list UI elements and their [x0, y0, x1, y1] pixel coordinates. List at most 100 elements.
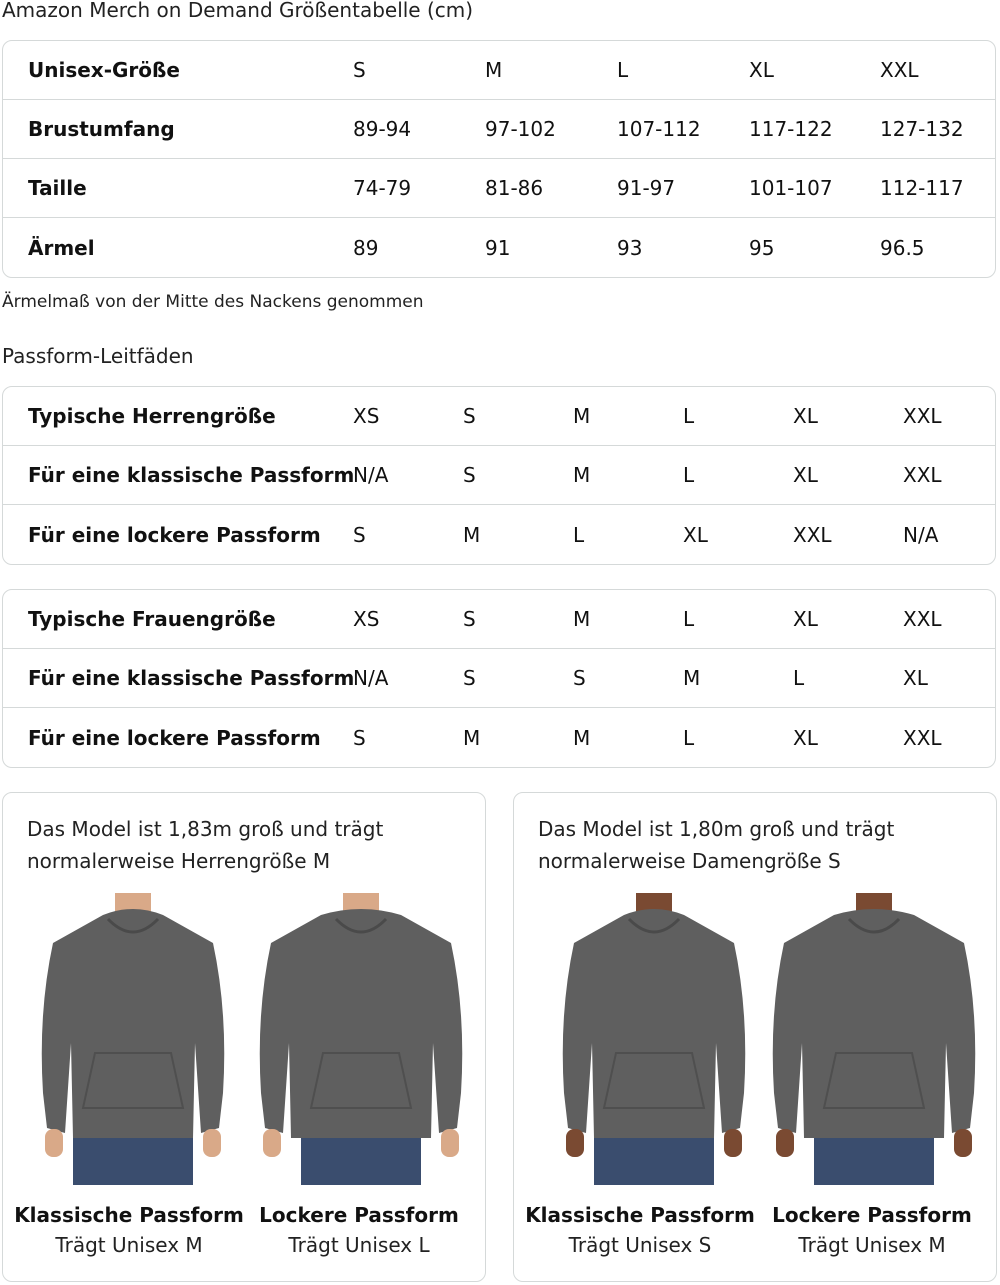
cell-value: M [573, 463, 591, 487]
cell-value: 89-94 [353, 117, 412, 141]
row-label: Typische Frauengröße [28, 607, 276, 631]
cell-value: XXL [793, 522, 832, 547]
caption-sub: Trägt Unisex L [288, 1233, 430, 1257]
cell-value: 89 [353, 235, 379, 260]
model-description: Das Model ist 1,83m groß und trägt norma… [27, 817, 384, 873]
cell-value: M [573, 404, 591, 428]
cell-value: XS [353, 404, 380, 428]
table-row: Für eine lockere Passform S M L XL XXL N/A [3, 505, 995, 564]
row-label: Für eine lockere Passform [28, 522, 321, 547]
cell-value: XL [793, 463, 818, 487]
men-fit-table: Typische Herrengröße XS S M L XL XXL Für eine k… [2, 386, 996, 565]
table-row: Ärmel 89 91 93 95 96.5 [3, 218, 995, 277]
table-row: Für eine lockere Passform S M M L XL XXL [3, 708, 995, 767]
cell-value: L [683, 725, 695, 750]
cell-value: 117-122 [749, 117, 833, 141]
cell-value: XXL [903, 404, 942, 428]
caption: Klassische Passform Trägt Unisex S [520, 1203, 760, 1257]
caption-sub: Trägt Unisex M [798, 1233, 946, 1257]
hoodie-photo-men-classic [23, 893, 243, 1185]
caption: Klassische Passform Trägt Unisex M [9, 1203, 249, 1257]
cell-value: S [573, 666, 586, 690]
hoodie-photo-women-classic [544, 893, 764, 1185]
row-label: Für eine klassische Passform [28, 666, 355, 690]
cell-value: 107-112 [617, 117, 701, 141]
women-fit-table: Typische Frauengröße XS S M L XL XXL Für eine k… [2, 589, 996, 768]
pocket [309, 1052, 413, 1109]
page-title: Amazon Merch on Demand Größentabelle (cm… [2, 0, 474, 22]
sleeve-note: Ärmelmaß von der Mitte des Nackens genom… [2, 292, 424, 312]
cell-value: 127-132 [880, 117, 964, 141]
hand [203, 1129, 221, 1157]
cell-value: XS [353, 607, 380, 631]
cell-value: 95 [749, 235, 775, 260]
cell-value: XL [749, 58, 774, 82]
table-row: Für eine klassische Passform N/A S M L XL XXL [3, 446, 995, 505]
row-label: Brustumfang [28, 117, 175, 141]
caption: Lockere Passform Trägt Unisex L [239, 1203, 479, 1257]
caption-title: Lockere Passform [772, 1203, 972, 1227]
hand [263, 1129, 281, 1157]
cell-value: L [573, 522, 585, 547]
table-row: Typische Herrengröße XS S M L XL XXL [3, 387, 995, 446]
fit-guide-title: Passform-Leitfäden [2, 344, 194, 368]
cell-value: 91-97 [617, 176, 676, 200]
table-row: Für eine klassische Passform N/A S S M L XL [3, 649, 995, 708]
hand [724, 1129, 742, 1157]
hood [847, 917, 901, 934]
cell-value: L [793, 666, 805, 690]
cell-value: N/A [353, 463, 389, 487]
cell-value: 101-107 [749, 176, 833, 200]
cell-value: M [573, 725, 591, 750]
cell-value: S [463, 463, 476, 487]
hand [776, 1129, 794, 1157]
table-row: Brustumfang 89-94 97-102 107-112 117-122 127-… [3, 100, 995, 159]
cell-value: 97-102 [485, 117, 556, 141]
caption: Lockere Passform Trägt Unisex M [752, 1203, 992, 1257]
cell-value: 96.5 [880, 235, 925, 260]
cell-value: N/A [903, 522, 939, 547]
row-label: Typische Herrengröße [28, 404, 276, 428]
cell-value: L [683, 463, 695, 487]
pocket [81, 1052, 185, 1109]
cell-value: S [463, 666, 476, 690]
women-model-card: Das Model ist 1,80m groß und trägt norma… [513, 792, 997, 1282]
cell-value: L [683, 607, 695, 631]
cell-value: XL [793, 404, 818, 428]
cell-value: M [573, 607, 591, 631]
cell-value: M [463, 522, 481, 547]
table-row: Typische Frauengröße XS S M L XL XXL [3, 590, 995, 649]
hood [334, 917, 388, 934]
pocket [602, 1052, 706, 1109]
hoodie-body [562, 909, 746, 1138]
cell-value: S [463, 607, 476, 631]
cell-value: XL [903, 666, 928, 690]
cell-value: 112-117 [880, 176, 964, 200]
row-label: Für eine klassische Passform [28, 463, 355, 487]
size-table: Unisex-Größe S M L XL XXL Brustumfang 89-94 97-1… [2, 40, 996, 278]
cell-value: XXL [903, 607, 942, 631]
cell-value: XXL [903, 463, 942, 487]
hand [566, 1129, 584, 1157]
cell-value: M [463, 725, 481, 750]
cell-value: 74-79 [353, 176, 412, 200]
hand [954, 1129, 972, 1157]
cell-value: 93 [617, 235, 643, 260]
cell-value: N/A [353, 666, 389, 690]
hoodie-photo-men-loose [251, 893, 471, 1185]
caption-title: Klassische Passform [14, 1203, 244, 1227]
model-description: Das Model ist 1,80m groß und trägt norma… [538, 817, 895, 873]
hand [441, 1129, 459, 1157]
caption-title: Lockere Passform [259, 1203, 459, 1227]
cell-value: XXL [880, 58, 919, 82]
cell-value: 91 [485, 235, 511, 260]
hood [627, 917, 681, 934]
cell-value: XL [793, 607, 818, 631]
cell-value: XL [683, 522, 708, 547]
hand [45, 1129, 63, 1157]
cell-value: S [353, 522, 366, 547]
cell-value: S [463, 404, 476, 428]
cell-value: M [683, 666, 701, 690]
caption-title: Klassische Passform [525, 1203, 755, 1227]
cell-value: S [353, 725, 366, 750]
